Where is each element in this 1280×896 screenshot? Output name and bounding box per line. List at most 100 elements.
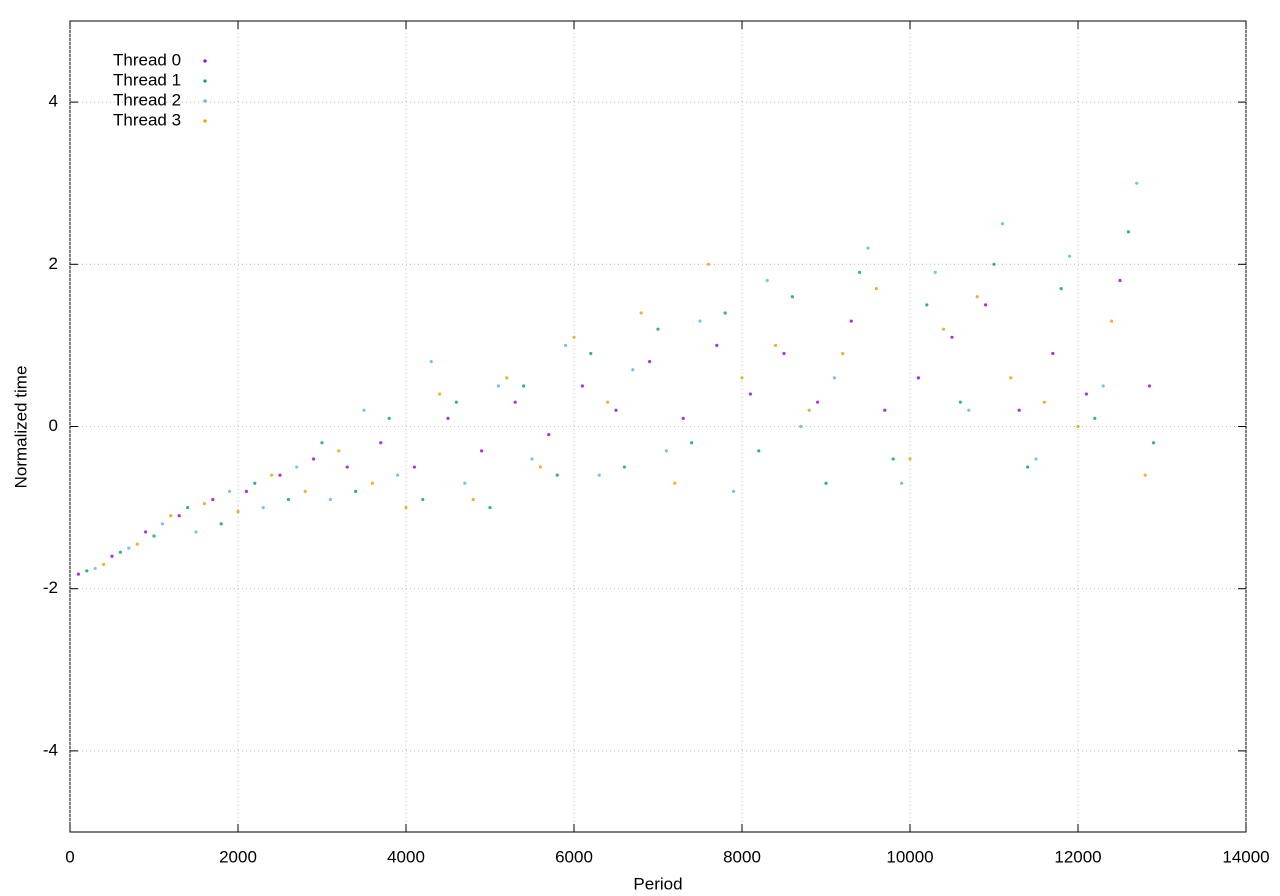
point [614, 408, 618, 412]
point [110, 554, 114, 558]
y-tick-label: 2 [49, 254, 58, 273]
point [320, 441, 324, 445]
legend-marker [203, 59, 207, 63]
point [942, 327, 946, 331]
point [345, 465, 349, 469]
point [261, 506, 265, 510]
point [236, 510, 240, 514]
point [127, 546, 131, 550]
point [1034, 457, 1038, 461]
y-tick-label: 4 [49, 92, 58, 111]
point [1135, 181, 1139, 185]
point [1017, 408, 1021, 412]
point [782, 351, 786, 356]
point [446, 416, 450, 420]
point [177, 514, 181, 518]
point [664, 449, 669, 453]
legend-marker [203, 79, 207, 83]
x-tick-label: 4000 [387, 847, 425, 866]
point [538, 465, 543, 469]
point [555, 473, 559, 477]
point [807, 408, 811, 412]
x-tick-label: 0 [65, 847, 74, 866]
point [169, 514, 173, 518]
point [774, 343, 778, 347]
point [858, 270, 862, 275]
y-tick-label: -4 [43, 740, 58, 759]
point [278, 473, 282, 477]
point [715, 343, 719, 347]
point [606, 400, 610, 404]
point [740, 376, 744, 380]
point [656, 327, 660, 331]
point [135, 542, 139, 546]
point [421, 497, 425, 502]
point [748, 392, 753, 396]
y-tick-label: 0 [49, 416, 58, 435]
point [1059, 287, 1063, 291]
point [681, 416, 685, 420]
point [1076, 424, 1080, 429]
point [891, 457, 895, 461]
point [816, 400, 820, 404]
legend-label: Thread 1 [113, 70, 181, 89]
point [849, 319, 853, 323]
point [648, 360, 652, 364]
point [673, 481, 677, 485]
point [295, 465, 299, 469]
point [463, 481, 467, 485]
point [706, 262, 711, 266]
point [580, 384, 585, 388]
point [589, 351, 593, 356]
point [85, 569, 89, 573]
point [547, 433, 551, 437]
point [1084, 392, 1088, 396]
point [1126, 230, 1130, 234]
point [958, 400, 963, 404]
point [253, 481, 257, 485]
point [144, 530, 148, 534]
point [622, 465, 627, 469]
point [883, 408, 887, 412]
x-axis-label: Period [633, 874, 682, 893]
point [908, 457, 912, 461]
point [992, 262, 996, 266]
point [631, 368, 635, 372]
point [765, 278, 769, 283]
legend-marker [203, 119, 207, 123]
point [429, 360, 433, 364]
point [597, 473, 601, 477]
point [967, 408, 971, 412]
point [984, 303, 988, 307]
legend-label: Thread 3 [113, 110, 181, 129]
point [211, 497, 215, 502]
point [832, 376, 837, 380]
legend-label: Thread 2 [113, 90, 181, 109]
x-tick-label: 8000 [723, 847, 761, 866]
point [244, 489, 248, 493]
point [824, 481, 828, 485]
point [471, 497, 475, 502]
point [160, 522, 164, 526]
point [152, 534, 156, 538]
point [1101, 384, 1105, 388]
point [790, 295, 795, 299]
point [874, 287, 879, 291]
point [303, 489, 307, 493]
point [93, 566, 97, 571]
point [454, 400, 458, 404]
point [370, 481, 374, 485]
point [950, 335, 954, 339]
point [530, 457, 534, 461]
point [270, 473, 274, 477]
point [933, 270, 937, 275]
point [799, 424, 803, 429]
point [1026, 465, 1030, 469]
point [572, 335, 576, 339]
point [354, 489, 358, 493]
point [194, 530, 198, 534]
point [1143, 473, 1147, 477]
point [757, 449, 761, 453]
point [841, 351, 845, 356]
